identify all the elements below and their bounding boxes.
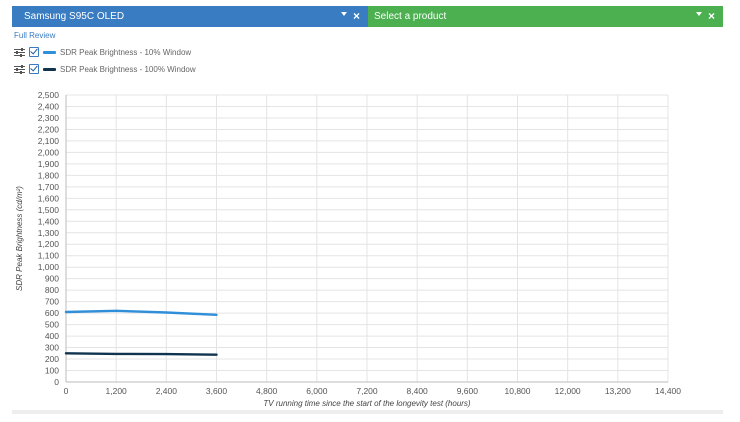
x-tick-labels: 0 1,200 2,400 3,600 4,800 6,000 7,200 8,400 9,60… <box>64 386 682 396</box>
full-review-link[interactable]: Full Review <box>14 31 56 40</box>
y-tick-label: 500 <box>45 320 59 330</box>
chevron-down-icon[interactable] <box>696 12 702 16</box>
y-tick-label: 100 <box>45 366 59 376</box>
sliders-icon[interactable] <box>14 64 25 74</box>
series-line-100-window <box>64 352 218 356</box>
product-selector-bar: Samsung S95C OLED × Select a product × <box>12 6 723 27</box>
x-tick-label: 9,600 <box>457 386 479 396</box>
y-tick-label: 2,000 <box>38 147 60 157</box>
product-selector-primary[interactable]: Samsung S95C OLED × <box>12 6 368 27</box>
y-tick-label: 2,400 <box>38 101 60 111</box>
y-axis-label: SDR Peak Brightness (cd/m²) <box>15 186 24 291</box>
x-tick-label: 13,200 <box>605 386 631 396</box>
grid-lines <box>65 94 669 383</box>
y-tick-label: 1,700 <box>38 182 60 192</box>
y-tick-label: 1,900 <box>38 159 60 169</box>
y-tick-label: 700 <box>45 297 59 307</box>
product-selector-primary-label: Samsung S95C OLED <box>24 11 125 22</box>
sliders-icon[interactable] <box>14 47 25 57</box>
x-tick-label: 7,200 <box>356 386 378 396</box>
x-tick-label: 4,800 <box>256 386 278 396</box>
series-checkbox[interactable] <box>29 47 39 57</box>
y-tick-label: 900 <box>45 274 59 284</box>
y-tick-label: 1,400 <box>38 216 60 226</box>
series-line-10-window <box>64 309 218 317</box>
x-tick-label: 0 <box>64 386 69 396</box>
x-tick-label: 14,400 <box>655 386 681 396</box>
chevron-down-icon[interactable] <box>341 12 347 16</box>
y-tick-label: 1,500 <box>38 205 60 215</box>
y-tick-label: 0 <box>54 377 59 387</box>
x-tick-label: 1,200 <box>106 386 128 396</box>
y-tick-label: 1,300 <box>38 228 60 238</box>
close-icon[interactable]: × <box>353 9 361 23</box>
x-tick-label: 12,000 <box>555 386 581 396</box>
legend-swatch <box>43 50 56 54</box>
y-tick-label: 2,300 <box>38 113 60 123</box>
line-chart: 01002003004005006007008009001,0001,1001,… <box>15 90 682 408</box>
chart-area: 0 100 200 300 400 500 600 700 800 900 1,000 1,100 1,… <box>12 88 723 414</box>
y-tick-label: 1,000 <box>38 262 60 272</box>
x-tick-label: 10,800 <box>505 386 531 396</box>
x-tick-label: 6,000 <box>306 386 328 396</box>
y-tick-label: 2,100 <box>38 136 60 146</box>
x-tick-label: 2,400 <box>156 386 178 396</box>
y-tick-label: 2,500 <box>38 90 60 100</box>
y-tick-label: 300 <box>45 343 59 353</box>
x-tick-label: 8,400 <box>407 386 429 396</box>
series-lines <box>64 309 218 356</box>
legend-label: SDR Peak Brightness - 10% Window <box>60 47 192 57</box>
y-tick-label: 2,200 <box>38 124 60 134</box>
legend-item-100-window: SDR Peak Brightness - 100% Window <box>14 63 196 75</box>
product-selector-secondary-label: Select a product <box>374 11 447 22</box>
y-tick-label: 1,600 <box>38 193 60 203</box>
x-tick-label: 3,600 <box>206 386 228 396</box>
series-checkbox[interactable] <box>29 64 39 74</box>
y-tick-label: 1,200 <box>38 239 60 249</box>
product-selector-secondary[interactable]: Select a product × <box>368 6 723 27</box>
legend-label: SDR Peak Brightness - 100% Window <box>60 64 196 74</box>
legend-item-10-window: SDR Peak Brightness - 10% Window <box>14 46 191 58</box>
y-tick-label: 1,800 <box>38 170 60 180</box>
y-tick-label: 200 <box>45 354 59 364</box>
y-tick-label: 600 <box>45 308 59 318</box>
legend-swatch <box>43 67 56 71</box>
y-tick-label: 800 <box>45 285 59 295</box>
x-axis-label: TV running time since the start of the l… <box>263 399 471 408</box>
close-icon[interactable]: × <box>708 9 716 23</box>
y-tick-label: 1,100 <box>38 251 60 261</box>
y-tick-label: 400 <box>45 331 59 341</box>
